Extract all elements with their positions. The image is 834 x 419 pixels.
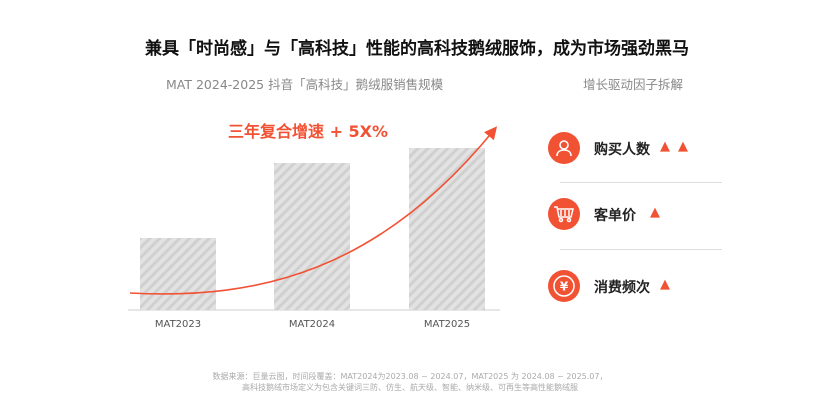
bar-MAT2023 xyxy=(140,238,216,310)
factors-subtitle: 增长驱动因子拆解 xyxy=(583,77,684,92)
x-tick-label: MAT2023 xyxy=(155,319,201,330)
cart-icon xyxy=(548,198,580,230)
growth-curve xyxy=(129,126,498,295)
user-icon xyxy=(548,132,580,164)
up-arrow-icon: ▲ xyxy=(660,277,670,292)
svg-text:¥: ¥ xyxy=(560,280,569,294)
growth-annotation: 三年复合增速 + 5X% xyxy=(228,122,389,141)
page-title: 兼具「时尚感」与「高科技」性能的高科技鹅绒服饰，成为市场强劲黑马 xyxy=(145,39,689,59)
factor-item: 购买人数 ▲ ▲ xyxy=(548,132,722,168)
bar-MAT2024 xyxy=(274,163,350,310)
x-tick-label: MAT2024 xyxy=(289,319,335,330)
factor-item: ¥ 消费频次 ▲ xyxy=(548,270,722,306)
bar-MAT2025 xyxy=(409,148,485,310)
factor-label: 购买人数 xyxy=(594,142,650,158)
factor-label: 客单价 xyxy=(594,208,636,224)
up-arrow-icon: ▲ xyxy=(650,205,660,220)
yen-icon: ¥ xyxy=(548,270,580,302)
divider xyxy=(560,249,722,250)
bar-chart: MAT2023 MAT2024 MAT2025 xyxy=(128,126,500,330)
chart-subtitle: MAT 2024-2025 抖音「高科技」鹅绒服销售规模 xyxy=(166,77,444,92)
x-tick-label: MAT2025 xyxy=(424,319,470,330)
factor-label: 消费频次 xyxy=(594,280,650,296)
note-line: 高科技鹅绒市场定义为包含关键词三防、仿生、航天级、智能、纳米级、可再生等高性能鹅… xyxy=(242,383,578,392)
factor-item: 客单价 ▲ xyxy=(548,198,722,234)
note-line: 数据来源：巨量云图，时间段覆盖：MAT2024为2023.08 ~ 2024.0… xyxy=(212,372,608,381)
source-note: 数据来源：巨量云图，时间段覆盖：MAT2024为2023.08 ~ 2024.0… xyxy=(150,371,670,393)
up-arrow-icon: ▲ xyxy=(660,139,670,154)
up-arrow-icon: ▲ xyxy=(678,139,688,154)
divider xyxy=(560,182,722,183)
